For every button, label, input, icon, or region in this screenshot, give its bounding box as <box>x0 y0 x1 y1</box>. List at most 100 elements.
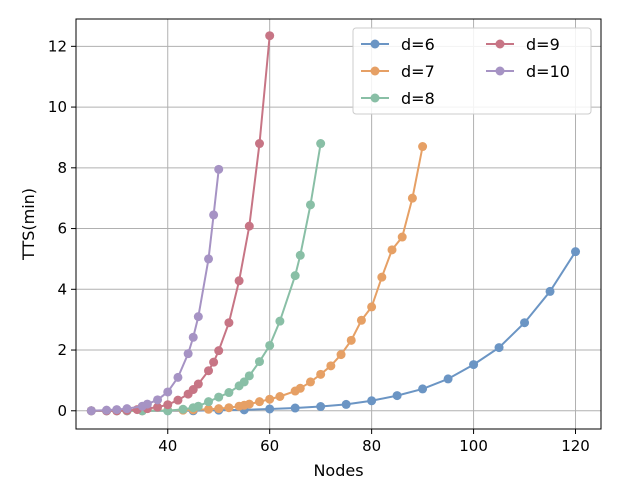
data-point <box>367 302 377 312</box>
data-point <box>275 316 285 326</box>
data-point <box>469 360 479 370</box>
data-point <box>112 405 122 415</box>
data-point <box>407 193 417 203</box>
series-line <box>91 251 577 412</box>
legend-box <box>352 27 592 115</box>
data-point <box>254 139 264 149</box>
data-point <box>356 315 366 325</box>
data-point <box>239 377 249 387</box>
data-point <box>214 164 224 174</box>
legend-marker <box>370 39 380 49</box>
data-point <box>392 391 402 401</box>
data-point <box>571 247 581 257</box>
data-point <box>275 392 285 402</box>
series-line <box>91 169 220 412</box>
legend-marker <box>495 39 505 49</box>
data-point <box>209 357 219 367</box>
y-axis-label: TTS(min) <box>19 188 38 261</box>
data-point <box>336 350 346 360</box>
data-point <box>244 371 254 381</box>
data-point <box>122 404 132 414</box>
data-point <box>520 318 530 328</box>
data-point <box>326 361 336 371</box>
data-point <box>545 286 555 296</box>
data-point <box>209 210 219 220</box>
data-point <box>183 349 193 359</box>
data-point <box>316 139 326 149</box>
data-point <box>397 232 407 242</box>
plot-frame <box>75 18 602 430</box>
x-tick-label: 120 <box>561 437 590 455</box>
data-point <box>494 343 504 353</box>
series-d-6 <box>86 247 581 416</box>
legend-entry: d=6 <box>361 35 435 54</box>
x-tick-label: 100 <box>459 437 488 455</box>
legend-entry: d=7 <box>361 62 435 81</box>
data-point <box>214 404 224 414</box>
data-point <box>265 31 275 41</box>
series-line <box>91 146 424 412</box>
y-tick-label: 6 <box>57 220 67 238</box>
data-point <box>290 403 300 413</box>
data-point <box>188 332 198 342</box>
series-d-7 <box>86 142 428 416</box>
data-point <box>214 346 224 356</box>
data-point <box>305 200 315 210</box>
series-line <box>91 35 271 412</box>
legend-entry: d=9 <box>486 35 560 54</box>
data-point <box>193 401 203 411</box>
data-point <box>102 405 112 415</box>
x-tick-label: 40 <box>158 437 177 455</box>
data-point <box>244 399 254 409</box>
legend-marker <box>370 93 380 103</box>
data-point <box>234 276 244 286</box>
legend-label: d=8 <box>401 89 435 108</box>
data-point <box>341 399 351 409</box>
y-tick-label: 2 <box>57 341 67 359</box>
series-layer <box>86 31 581 416</box>
data-point <box>244 221 254 231</box>
data-point <box>204 397 214 407</box>
data-point <box>204 254 214 264</box>
data-point <box>316 402 326 412</box>
x-axis-label: Nodes <box>313 461 363 480</box>
data-point <box>377 272 387 282</box>
data-point <box>346 335 356 345</box>
data-point <box>265 394 275 404</box>
series-d-9 <box>86 31 275 416</box>
data-point <box>265 404 275 414</box>
data-point <box>86 406 96 416</box>
data-point <box>387 245 397 255</box>
data-point <box>290 271 300 281</box>
y-tick-label: 10 <box>48 98 67 116</box>
data-point <box>193 379 203 389</box>
data-point <box>224 403 234 413</box>
legend-label: d=9 <box>526 35 560 54</box>
data-point <box>163 387 173 397</box>
data-point <box>204 366 214 376</box>
data-point <box>214 392 224 402</box>
data-point <box>418 142 428 152</box>
series-d-8 <box>86 139 326 416</box>
legend-marker <box>495 66 505 76</box>
data-point <box>254 397 264 407</box>
data-point <box>173 395 183 405</box>
data-point <box>193 312 203 322</box>
data-point <box>224 318 234 328</box>
series-d-10 <box>86 164 224 416</box>
data-point <box>224 388 234 398</box>
data-point <box>418 384 428 394</box>
legend-label: d=10 <box>526 62 570 81</box>
y-tick-label: 12 <box>48 37 67 55</box>
y-tick-label: 0 <box>57 402 67 420</box>
data-point <box>173 372 183 382</box>
legend-marker <box>370 66 380 76</box>
data-point <box>153 402 163 412</box>
legend-label: d=6 <box>401 35 435 54</box>
y-tick-label: 4 <box>57 280 67 298</box>
legend-entry: d=8 <box>361 89 435 108</box>
data-point <box>178 404 188 414</box>
data-point <box>204 404 214 414</box>
legend-entry: d=10 <box>486 62 570 81</box>
